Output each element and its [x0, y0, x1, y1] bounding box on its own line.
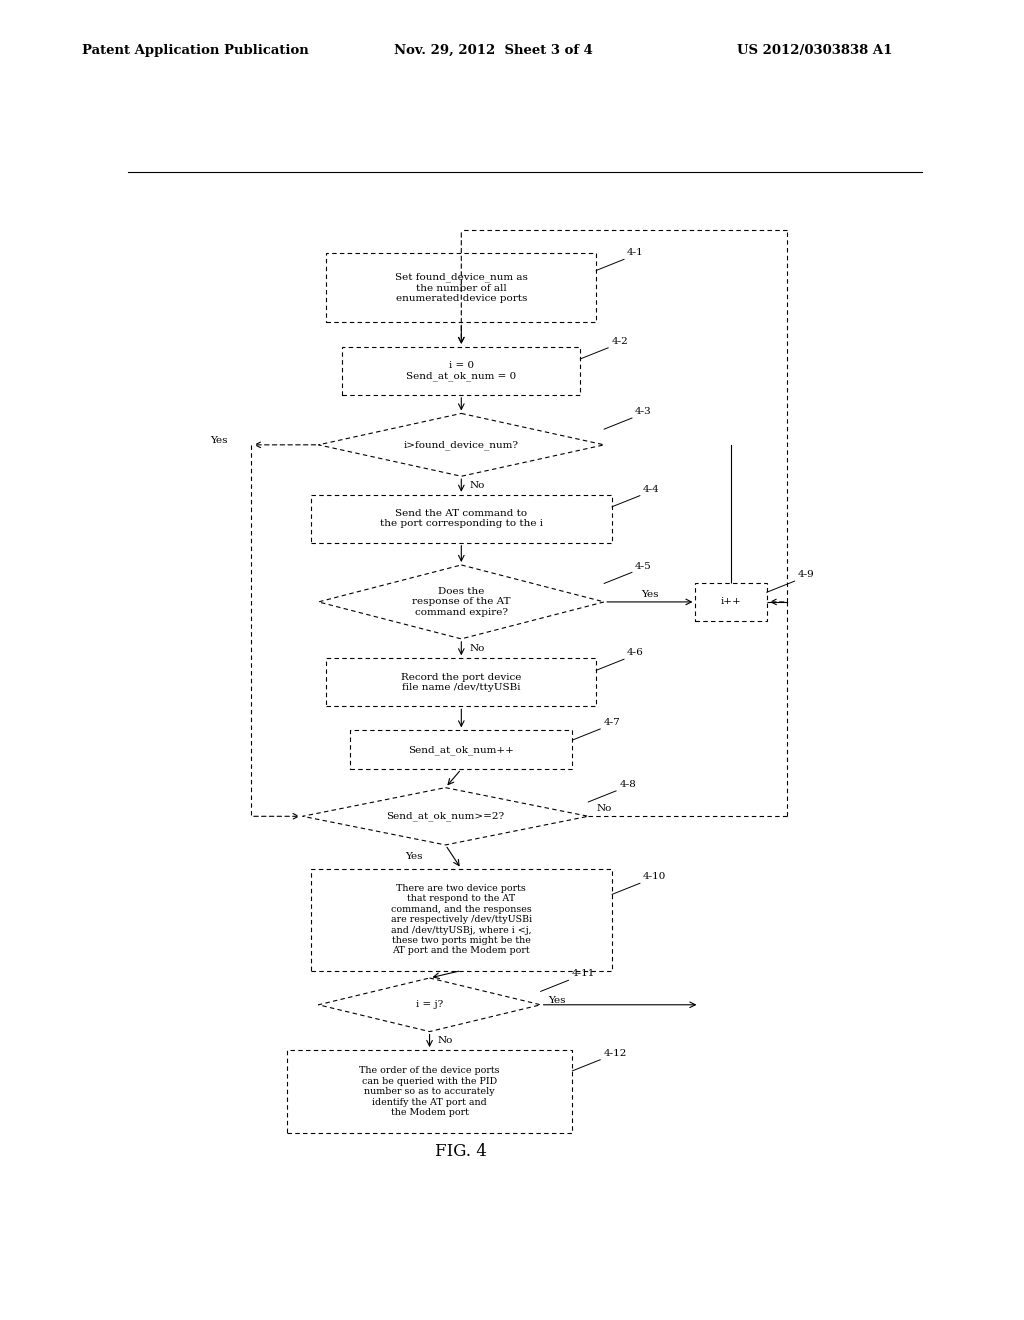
- Text: 4-8: 4-8: [620, 780, 636, 789]
- Text: 4-2: 4-2: [611, 337, 628, 346]
- Text: Yes: Yes: [549, 995, 566, 1005]
- Text: Nov. 29, 2012  Sheet 3 of 4: Nov. 29, 2012 Sheet 3 of 4: [394, 44, 593, 57]
- Text: The order of the device ports
can be queried with the PID
number so as to accura: The order of the device ports can be que…: [359, 1067, 500, 1117]
- Text: No: No: [469, 644, 484, 653]
- Text: 4-6: 4-6: [627, 648, 644, 657]
- FancyBboxPatch shape: [287, 1051, 572, 1133]
- Text: 4-3: 4-3: [635, 407, 652, 416]
- Text: i = j?: i = j?: [416, 1001, 443, 1010]
- Text: Yes: Yes: [404, 853, 423, 862]
- Polygon shape: [318, 565, 604, 639]
- FancyBboxPatch shape: [350, 730, 572, 770]
- Text: 4-10: 4-10: [643, 873, 667, 882]
- Text: Set found_device_num as
the number of all
enumerated device ports: Set found_device_num as the number of al…: [395, 272, 527, 304]
- Polygon shape: [303, 788, 588, 845]
- Text: Yes: Yes: [641, 590, 658, 599]
- Text: FIG. 4: FIG. 4: [435, 1143, 487, 1160]
- Text: 4-4: 4-4: [643, 484, 659, 494]
- Text: There are two device ports
that respond to the AT
command, and the responses
are: There are two device ports that respond …: [391, 884, 531, 956]
- Polygon shape: [318, 978, 541, 1032]
- Text: No: No: [469, 480, 484, 490]
- Text: Send_at_ok_num>=2?: Send_at_ok_num>=2?: [386, 812, 505, 821]
- Text: 4-7: 4-7: [603, 718, 621, 727]
- Text: 4-1: 4-1: [627, 248, 644, 257]
- Text: Patent Application Publication: Patent Application Publication: [82, 44, 308, 57]
- Text: i>found_device_num?: i>found_device_num?: [403, 440, 519, 450]
- FancyBboxPatch shape: [695, 582, 767, 622]
- Text: Send the AT command to
the port corresponding to the i: Send the AT command to the port correspo…: [380, 510, 543, 528]
- FancyBboxPatch shape: [342, 347, 581, 395]
- Polygon shape: [318, 413, 604, 477]
- Text: Does the
response of the AT
command expire?: Does the response of the AT command expi…: [412, 587, 511, 616]
- Text: i++: i++: [721, 598, 741, 606]
- Text: US 2012/0303838 A1: US 2012/0303838 A1: [737, 44, 893, 57]
- Text: Record the port device
file name /dev/ttyUSBi: Record the port device file name /dev/tt…: [401, 673, 521, 692]
- Text: No: No: [596, 804, 611, 813]
- Text: 4-9: 4-9: [798, 570, 814, 579]
- Text: Send_at_ok_num++: Send_at_ok_num++: [409, 744, 514, 755]
- Text: 4-11: 4-11: [571, 969, 595, 978]
- FancyBboxPatch shape: [327, 253, 596, 322]
- Text: 4-12: 4-12: [603, 1049, 627, 1057]
- FancyBboxPatch shape: [310, 495, 612, 543]
- Text: 4-5: 4-5: [635, 561, 652, 570]
- Text: No: No: [437, 1036, 453, 1045]
- FancyBboxPatch shape: [327, 659, 596, 706]
- Text: i = 0
Send_at_ok_num = 0: i = 0 Send_at_ok_num = 0: [407, 360, 516, 381]
- FancyBboxPatch shape: [310, 869, 612, 970]
- Text: Yes: Yes: [210, 436, 227, 445]
